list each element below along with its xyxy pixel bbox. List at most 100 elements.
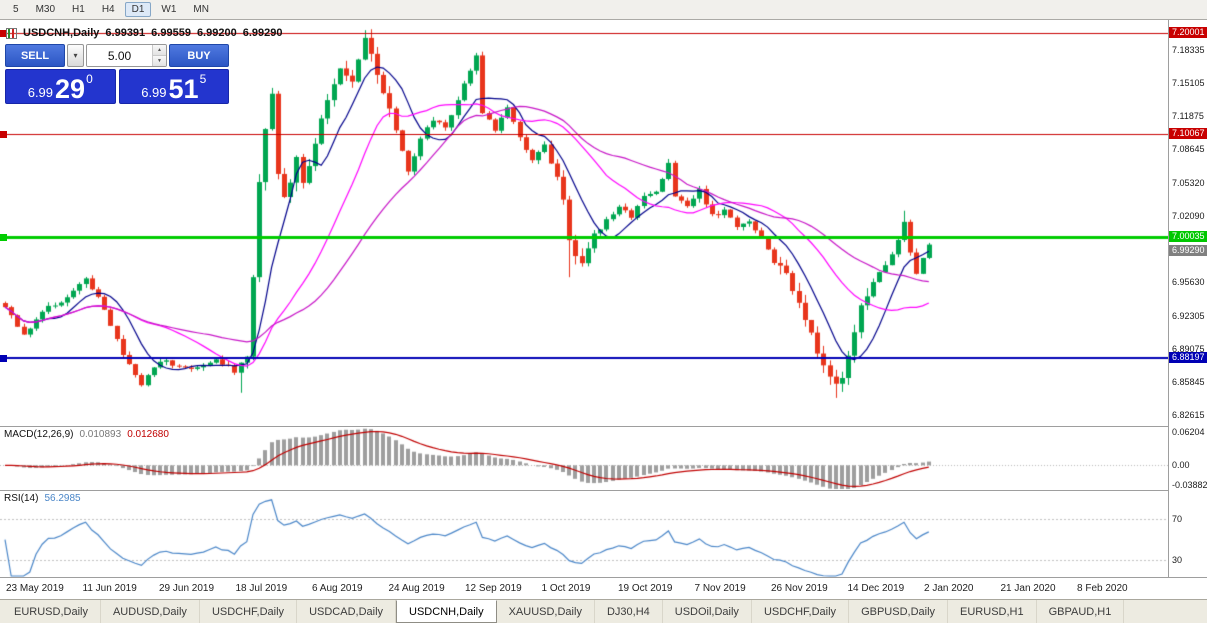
date-axis-label: 21 Jan 2020 (1000, 583, 1056, 594)
date-axis-label: 7 Nov 2019 (694, 583, 746, 594)
date-axis-label: 14 Dec 2019 (847, 583, 905, 594)
timeframe-button-5[interactable]: 5 (13, 4, 19, 15)
hline-left-marker (0, 355, 7, 363)
macd-indicator-label: MACD(12,26,9) 0.010893 0.012680 (4, 429, 169, 440)
price-line-label: 7.20001 (1169, 26, 1207, 38)
symbol-period-label: USDCNH,Daily (23, 27, 100, 39)
chart-tab-usdchf-daily[interactable]: USDCHF,Daily (752, 600, 850, 623)
ohlc-close: 6.99290 (242, 27, 283, 39)
ohlc-low: 6.99200 (196, 27, 237, 39)
rsi-name: RSI(14) (4, 493, 39, 504)
price-tick-label: 7.18335 (1172, 44, 1205, 55)
macd-main-value: 0.010893 (79, 429, 122, 440)
axis-separator (0, 577, 1207, 578)
rsi-pane-canvas[interactable] (0, 491, 1168, 577)
rsi-axis-tick: 30 (1172, 554, 1183, 565)
price-tick-label: 7.05320 (1172, 177, 1205, 188)
price-line-label: 6.88197 (1169, 352, 1207, 364)
timeframe-button-mn[interactable]: MN (193, 4, 209, 15)
date-axis-label: 18 Jul 2019 (235, 583, 288, 594)
chart-tab-gbpusd-daily[interactable]: GBPUSD,Daily (849, 600, 949, 623)
chart-area: 7.18335 7.15105 7.11875 7.08645 7.05320 7.020… (0, 20, 1207, 599)
volume-decrease-button[interactable]: ▼ (153, 56, 166, 66)
chart-tab-dj30-h4[interactable]: DJ30,H4 (595, 600, 663, 623)
rsi-axis-tick: 70 (1172, 514, 1183, 525)
volume-field: ▲ ▼ (86, 44, 167, 67)
chart-ohlc-header: USDCNH,Daily 6.99391 6.99559 6.99200 6.9… (6, 27, 282, 39)
ohlc-high: 6.99559 (151, 27, 191, 39)
price-tick-label: 6.85845 (1172, 377, 1205, 388)
sell-button[interactable]: SELL (5, 44, 65, 67)
chart-tab-usdchf-daily[interactable]: USDCHF,Daily (200, 600, 298, 623)
timeframe-button-w1[interactable]: W1 (161, 4, 177, 15)
timeframe-button-h4[interactable]: H4 (101, 4, 115, 15)
date-axis-label: 2 Jan 2020 (924, 583, 974, 594)
date-axis-label: 12 Sep 2019 (465, 583, 522, 594)
date-axis-label: 19 Oct 2019 (618, 583, 673, 594)
sell-price-button[interactable]: 6.99 29 0 (5, 69, 116, 104)
chevron-down-icon: ▾ (73, 51, 78, 60)
hline-left-marker (0, 29, 7, 37)
chart-tab-xauusd-daily[interactable]: XAUUSD,Daily (497, 600, 595, 623)
pane-splitter[interactable] (0, 490, 1207, 491)
buy-price-pipette: 5 (199, 72, 207, 86)
date-axis-label: 29 Jun 2019 (159, 583, 215, 594)
rsi-indicator-label: RSI(14) 56.2985 (4, 493, 81, 504)
chart-tab-gbpaud-h1[interactable]: GBPAUD,H1 (1037, 600, 1125, 623)
macd-pane-canvas[interactable] (0, 427, 1168, 490)
chart-symbol-icon (6, 27, 17, 39)
date-axis-label: 1 Oct 2019 (541, 583, 591, 594)
chart-tab-usdoil-daily[interactable]: USDOil,Daily (663, 600, 752, 623)
chart-tab-bar: EURUSD,Daily AUDUSD,Daily USDCHF,Daily USDC… (0, 599, 1207, 623)
pane-splitter[interactable] (0, 426, 1207, 427)
date-axis-label: 11 Jun 2019 (82, 583, 137, 594)
volume-dropdown-button[interactable]: ▾ (67, 44, 84, 67)
chart-tab-eurusd-h1[interactable]: EURUSD,H1 (948, 600, 1037, 623)
chart-tab-usdcad-daily[interactable]: USDCAD,Daily (297, 600, 397, 623)
date-axis[interactable]: 23 May 2019 11 Jun 2019 29 Jun 2019 18 Jul … (0, 578, 1168, 599)
chart-tab-audusd-daily[interactable]: AUDUSD,Daily (101, 600, 200, 623)
price-tick-label: 7.08645 (1172, 143, 1205, 154)
sell-price-base: 6.99 (27, 85, 54, 100)
price-line-label: 6.99290 (1169, 244, 1207, 256)
price-line-label: 7.10067 (1169, 128, 1207, 140)
buy-price-button[interactable]: 6.99 51 5 (118, 69, 229, 104)
sell-price-pips: 29 (55, 74, 86, 104)
volume-input[interactable] (87, 45, 152, 66)
one-click-trading-panel: SELL ▾ ▲ ▼ BUY 6.99 29 0 (5, 44, 229, 104)
timeframe-button-h1[interactable]: H1 (72, 4, 85, 15)
date-axis-label: 26 Nov 2019 (771, 583, 828, 594)
price-scale[interactable]: 7.18335 7.15105 7.11875 7.08645 7.05320 7.020… (1168, 20, 1207, 577)
ohlc-open: 6.99391 (105, 27, 146, 39)
date-axis-label: 24 Aug 2019 (388, 583, 445, 594)
price-tick-label: 6.92305 (1172, 311, 1205, 321)
macd-axis-tick: 0.00 (1172, 460, 1190, 471)
macd-axis-tick: -0.03882 (1172, 480, 1207, 490)
chart-tab-usdcnh-daily[interactable]: USDCNH,Daily (396, 600, 497, 623)
date-axis-label: 6 Aug 2019 (312, 583, 363, 594)
date-axis-label: 23 May 2019 (6, 583, 64, 594)
hline-left-marker (0, 131, 7, 139)
timeframe-button-m30[interactable]: M30 (35, 4, 56, 15)
timeframe-toolbar: 5 M30 H1 H4 D1 W1 MN (0, 0, 1207, 20)
sell-price-pipette: 0 (86, 72, 93, 86)
macd-axis-tick: 0.06204 (1172, 427, 1205, 437)
chart-tab-eurusd-daily[interactable]: EURUSD,Daily (2, 600, 101, 623)
buy-price-pips: 51 (168, 74, 199, 104)
buy-price-base: 6.99 (141, 85, 167, 100)
date-axis-label: 8 Feb 2020 (1077, 583, 1128, 594)
price-tick-label: 6.89075 (1172, 344, 1205, 355)
macd-name: MACD(12,26,9) (4, 429, 74, 440)
macd-signal-value: 0.012680 (127, 429, 169, 440)
hline-left-marker (0, 233, 7, 241)
price-tick-label: 7.11875 (1172, 110, 1204, 121)
volume-spinner: ▲ ▼ (152, 45, 166, 66)
price-line-label: 7.00035 (1169, 230, 1207, 242)
buy-button[interactable]: BUY (169, 44, 229, 67)
volume-increase-button[interactable]: ▲ (153, 45, 166, 56)
timeframe-button-d1[interactable]: D1 (124, 2, 152, 17)
price-tick-label: 7.02090 (1172, 210, 1205, 221)
rsi-value: 56.2985 (44, 493, 81, 504)
price-tick-label: 6.95630 (1172, 277, 1205, 287)
